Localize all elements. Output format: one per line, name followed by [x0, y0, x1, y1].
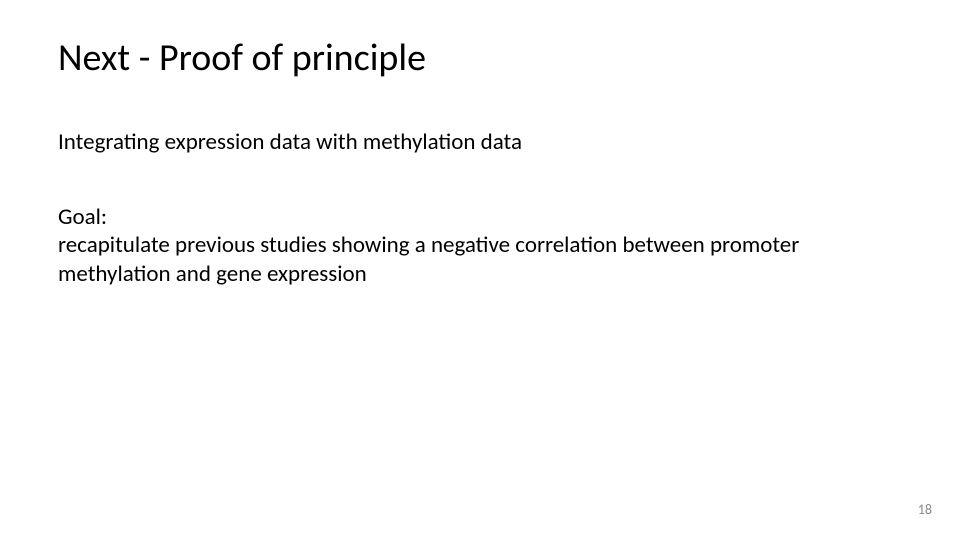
- page-number: 18: [918, 501, 932, 518]
- slide-subtitle: Integrating expression data with methyla…: [58, 128, 902, 157]
- goal-label: Goal:: [58, 203, 902, 232]
- slide-title: Next - Proof of principle: [58, 38, 902, 80]
- goal-body: recapitulate previous studies showing a …: [58, 231, 898, 289]
- slide: Next - Proof of principle Integrating ex…: [0, 0, 960, 540]
